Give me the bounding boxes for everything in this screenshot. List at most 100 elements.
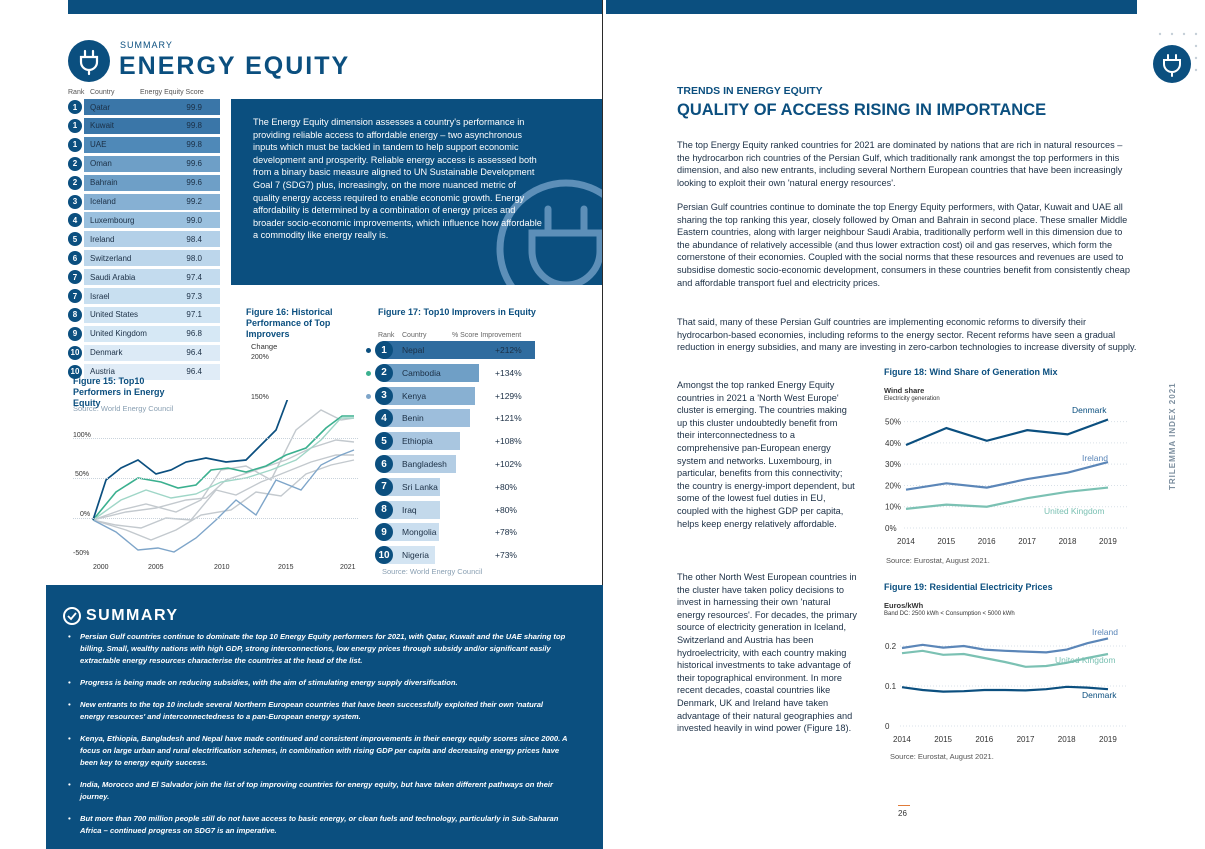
y-tick-label: 0.2 bbox=[885, 642, 897, 651]
improver-country: Kenya bbox=[402, 390, 427, 401]
series-label-denmark: Denmark bbox=[1082, 690, 1117, 700]
improver-pct: +78% bbox=[495, 527, 517, 538]
y-tick-label: 10% bbox=[885, 503, 901, 512]
ranking-row-bar bbox=[84, 325, 220, 342]
improver-country: Mongolia bbox=[402, 527, 437, 538]
summary-item: But more than 700 million people still d… bbox=[68, 813, 568, 837]
x-tick-label: 2017 bbox=[1017, 735, 1035, 744]
x-tick-label: 2014 bbox=[893, 735, 911, 744]
improver-rank-badge: 5 bbox=[375, 432, 393, 451]
ranking-row: 10 Austria 96.4 bbox=[68, 363, 220, 380]
ranking-country: Austria bbox=[90, 367, 115, 377]
series-line-ireland bbox=[901, 637, 1109, 654]
improver-country: Iraq bbox=[402, 504, 417, 515]
fig16-ytick-100: 100% bbox=[73, 432, 91, 439]
ranking-row: 2 Bahrain 99.6 bbox=[68, 174, 220, 191]
fig17-col-pct: % Score Improvement bbox=[452, 332, 522, 339]
ranking-country: Switzerland bbox=[90, 253, 132, 263]
y-tick-label: 0.1 bbox=[885, 682, 897, 691]
fig16-line-nepal bbox=[92, 400, 289, 521]
dot-grid-decoration bbox=[1150, 30, 1205, 86]
improver-rank-badge: 1 bbox=[375, 341, 393, 359]
rank-badge: 6 bbox=[68, 251, 82, 266]
summary-box: SUMMARY Persian Gulf countries continue … bbox=[46, 585, 603, 849]
x-tick-label: 2017 bbox=[1018, 537, 1036, 546]
fig19-subunit: Band DC: 2500 kWh < Consumption < 5000 k… bbox=[884, 611, 1015, 617]
ranking-score: 99.0 bbox=[186, 215, 202, 225]
x-tick-label: 2016 bbox=[975, 735, 993, 744]
series-line-denmark bbox=[905, 418, 1109, 447]
series-line-united-kingdom bbox=[901, 649, 1109, 668]
rank-badge: 3 bbox=[68, 194, 82, 209]
top-bar-left bbox=[68, 0, 602, 14]
ranking-country: Qatar bbox=[90, 102, 111, 112]
summary-title: SUMMARY bbox=[86, 607, 179, 624]
right-kicker: TRENDS IN ENERGY EQUITY bbox=[677, 85, 823, 97]
ranking-score: 96.4 bbox=[186, 367, 202, 377]
improver-country: Nigeria bbox=[402, 550, 429, 561]
fig16-line-blue-mid bbox=[92, 449, 355, 553]
figure-18-title: Figure 18: Wind Share of Generation Mix bbox=[884, 367, 1058, 377]
figure-19-source: Source: Eurostat, August 2021. bbox=[890, 752, 994, 761]
ranking-score: 96.4 bbox=[186, 348, 202, 358]
ranking-row: 1 Qatar 99.9 bbox=[68, 99, 220, 115]
y-tick-label: 20% bbox=[885, 481, 901, 490]
series-line-ireland bbox=[905, 460, 1109, 491]
y-tick-label: 40% bbox=[885, 439, 901, 448]
summary-item: Persian Gulf countries continue to domin… bbox=[68, 631, 568, 667]
ranking-row: 2 Oman 99.6 bbox=[68, 155, 220, 172]
series-label-united-kingdom: United Kingdom bbox=[1044, 506, 1104, 516]
fig16-line-grey-3 bbox=[92, 409, 355, 521]
page-divider bbox=[602, 0, 603, 849]
ranking-row: 9 United Kingdom 96.8 bbox=[68, 325, 220, 342]
ranking-score: 96.8 bbox=[186, 329, 202, 339]
right-paragraph-5: The other North West European countries … bbox=[677, 572, 857, 734]
ranking-country: Israel bbox=[90, 291, 110, 301]
improver-row: 8 Iraq +80% bbox=[375, 500, 517, 519]
ranking-row-bar bbox=[84, 117, 220, 134]
check-circle-icon bbox=[63, 607, 81, 625]
ranking-row-bar bbox=[84, 269, 220, 286]
improver-pct: +134% bbox=[495, 367, 522, 378]
rank-badge: 1 bbox=[68, 137, 82, 152]
improver-rank-badge: 4 bbox=[375, 409, 393, 428]
plug-icon-right bbox=[1153, 45, 1191, 83]
top-bar-right bbox=[606, 0, 1137, 14]
ranking-country: United Kingdom bbox=[90, 329, 147, 339]
ranking-country: Saudi Arabia bbox=[90, 272, 136, 282]
ranking-col-country: Country bbox=[90, 89, 115, 96]
fig19-unit: Euros/kWh bbox=[884, 601, 924, 610]
series-label-ireland: Ireland bbox=[1082, 453, 1108, 463]
x-tick-label: 2014 bbox=[897, 537, 915, 546]
right-paragraph-4: Amongst the top ranked Energy Equity cou… bbox=[677, 380, 855, 529]
improver-country: Cambodia bbox=[402, 367, 441, 378]
rank-badge: 2 bbox=[68, 175, 82, 190]
improver-bar bbox=[383, 386, 475, 405]
improver-bar bbox=[383, 546, 435, 565]
improver-row: 2 Cambodia +134% bbox=[375, 363, 522, 382]
fig16-xtick: 2021 bbox=[340, 564, 356, 571]
figure-15-source: Source: World Energy Council bbox=[73, 404, 174, 413]
improver-country: Benin bbox=[402, 413, 424, 424]
improver-rank-badge: 8 bbox=[375, 500, 393, 519]
summary-item: India, Morocco and El Salvador join the … bbox=[68, 779, 568, 803]
ranking-row-bar bbox=[84, 363, 220, 380]
improver-pct: +212% bbox=[495, 345, 522, 355]
improver-bar bbox=[383, 409, 470, 428]
fig16-ytick-50: 50% bbox=[75, 471, 90, 478]
ranking-score: 99.8 bbox=[186, 121, 202, 131]
figure-17-title: Figure 17: Top10 Improvers in Equity bbox=[378, 307, 536, 317]
ranking-country: Oman bbox=[90, 159, 112, 169]
improver-pct: +121% bbox=[495, 413, 522, 424]
x-tick-label: 2018 bbox=[1059, 537, 1077, 546]
improver-bar bbox=[383, 500, 440, 519]
rank-badge: 7 bbox=[68, 289, 82, 303]
ranking-row-bar bbox=[84, 288, 220, 304]
improver-rank-badge: 6 bbox=[375, 455, 393, 473]
fig16-line-grey-2 bbox=[92, 454, 354, 529]
improver-row: 6 Bangladesh +102% bbox=[375, 455, 522, 473]
fig16-line-grey-4 bbox=[92, 459, 355, 541]
improver-country: Bangladesh bbox=[402, 459, 447, 469]
ranking-col-rank: Rank bbox=[68, 89, 85, 96]
improver-row: 3 Kenya +129% bbox=[375, 386, 522, 405]
